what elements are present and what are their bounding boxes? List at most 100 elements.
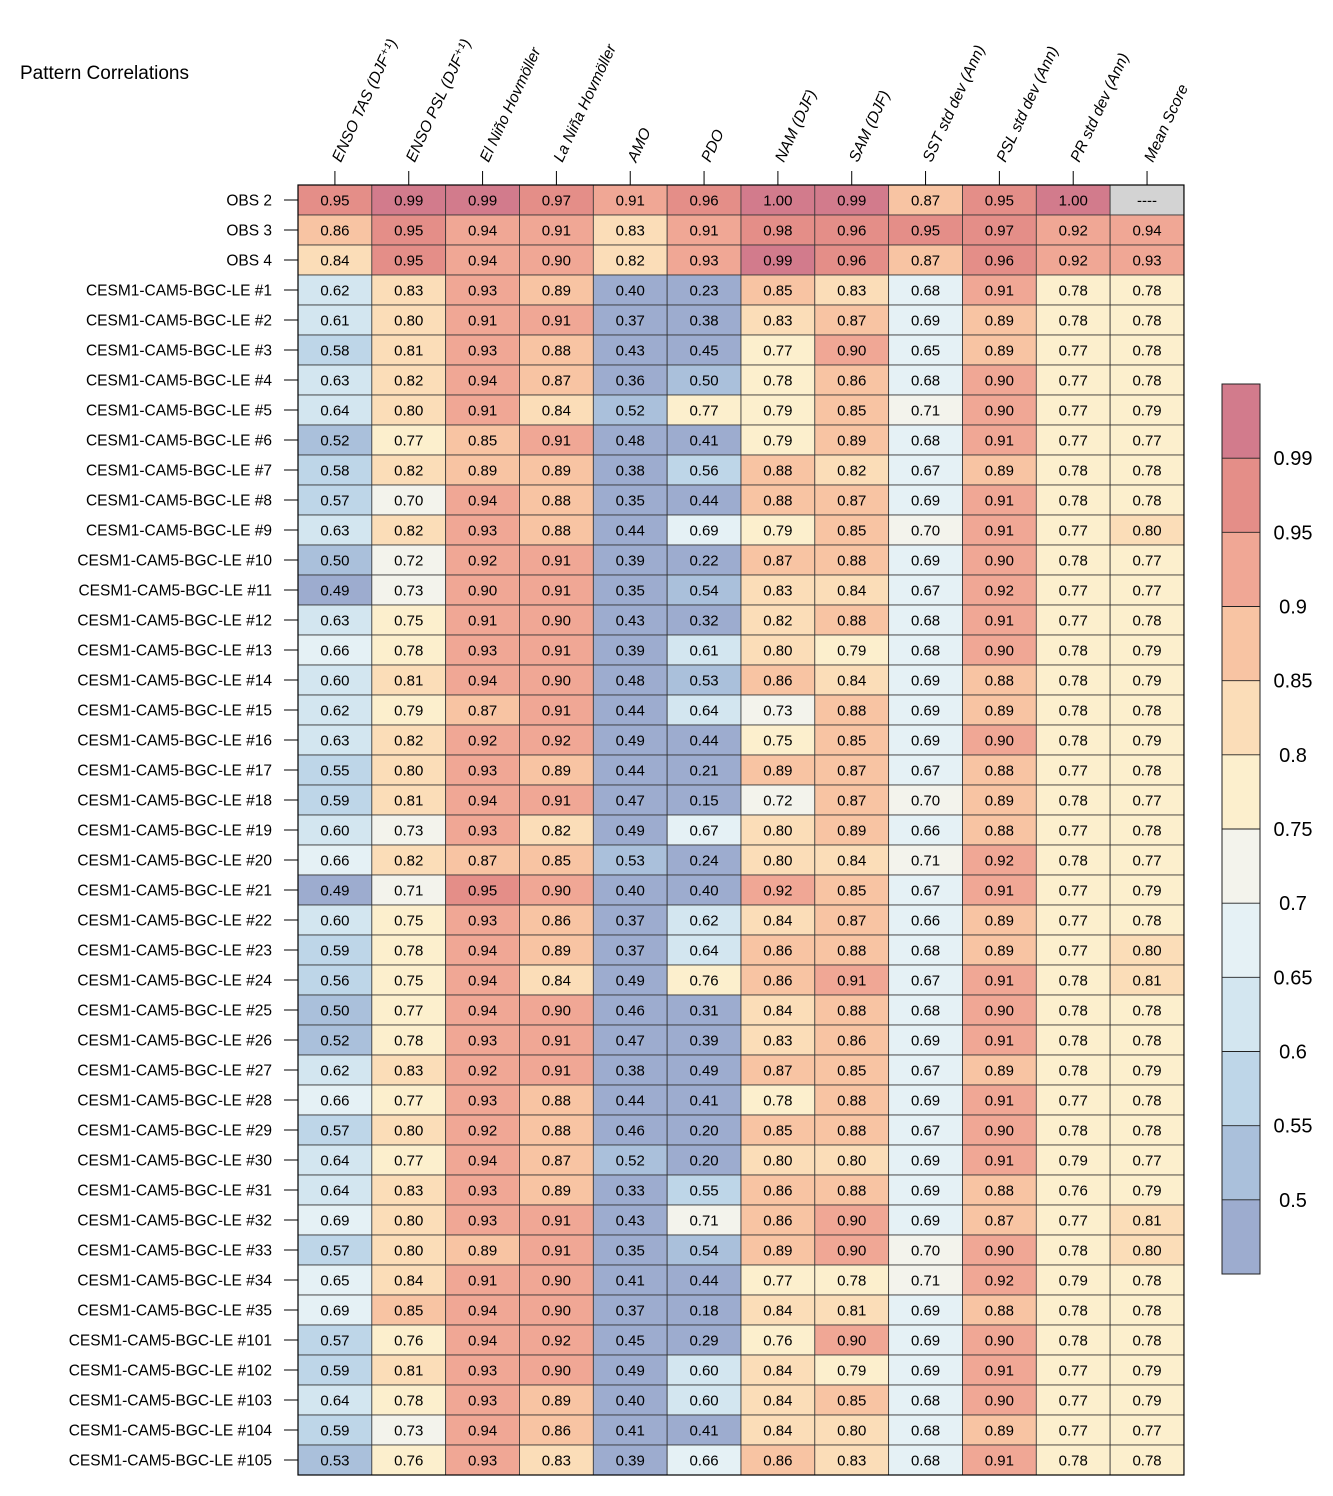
cell-value-label: 0.87 [542, 373, 571, 390]
cell-value-label: 0.79 [1132, 403, 1161, 420]
cell-value-label: 0.91 [542, 793, 571, 810]
cell-value-label: 0.89 [985, 913, 1014, 930]
row-label-cesm1-cam5-bgc-le-16: CESM1-CAM5-BGC-LE #16 [77, 733, 272, 750]
cell-value-label: 0.24 [689, 853, 718, 870]
cell-value-label: 0.78 [1059, 1243, 1088, 1260]
cell-value-label: 0.91 [837, 973, 866, 990]
heatmap-cell [814, 1414, 890, 1446]
heatmap-cell [814, 184, 890, 216]
cell-value-label: 0.99 [468, 193, 497, 210]
heatmap-cell [297, 754, 373, 786]
cell-value-label: 0.40 [616, 283, 645, 300]
heatmap-cell [445, 1384, 520, 1416]
cell-value-label: 0.85 [394, 1303, 423, 1320]
cell-value-label: 0.69 [911, 673, 940, 690]
heatmap-cell [888, 1354, 963, 1386]
cell-value-label: 0.78 [1132, 763, 1161, 780]
row-label-cesm1-cam5-bgc-le-25: CESM1-CAM5-BGC-LE #25 [77, 1003, 272, 1020]
cell-value-label: 0.68 [911, 643, 940, 660]
cell-value-label: 0.87 [763, 553, 792, 570]
heatmap-cell [740, 754, 816, 786]
cell-value-label: 0.93 [468, 343, 497, 360]
row-label-cesm1-cam5-bgc-le-19: CESM1-CAM5-BGC-LE #19 [77, 823, 272, 840]
heatmap-cell [519, 1264, 594, 1296]
heatmap-cell [297, 304, 373, 336]
heatmap-cell [740, 994, 816, 1026]
cell-value-label: 0.83 [394, 1063, 423, 1080]
heatmap-cell [740, 394, 816, 426]
heatmap-cell [962, 1384, 1037, 1416]
heatmap-cell [962, 724, 1037, 756]
heatmap-cell [962, 214, 1037, 246]
heatmap-cell [1109, 754, 1185, 786]
heatmap-cell [666, 784, 742, 816]
colorbar-swatch [1222, 754, 1260, 829]
cell-value-label: 0.38 [616, 1063, 645, 1080]
cell-value-label: 0.95 [911, 223, 940, 240]
cell-value-label: 0.87 [763, 1063, 792, 1080]
cell-value-label: 0.89 [542, 463, 571, 480]
cell-value-label: 0.89 [468, 1243, 497, 1260]
cell-value-label: 0.52 [320, 433, 349, 450]
cell-value-label: 0.43 [616, 613, 645, 630]
cell-value-label: 0.66 [320, 1093, 349, 1110]
heatmap-cell [666, 964, 742, 996]
cell-value-label: 0.94 [468, 1303, 497, 1320]
heatmap-cell [814, 754, 890, 786]
row-label-cesm1-cam5-bgc-le-20: CESM1-CAM5-BGC-LE #20 [77, 853, 272, 870]
cell-value-label: 0.90 [985, 1123, 1014, 1140]
cell-value-label: 0.68 [911, 1393, 940, 1410]
cell-value-label: 0.95 [468, 883, 497, 900]
heatmap-cell [814, 1324, 890, 1356]
cell-value-label: 0.79 [1132, 883, 1161, 900]
cell-value-label: 0.81 [1132, 973, 1161, 990]
row-label-cesm1-cam5-bgc-le-17: CESM1-CAM5-BGC-LE #17 [77, 763, 272, 780]
cell-value-label: 0.91 [542, 1063, 571, 1080]
row-label-cesm1-cam5-bgc-le-10: CESM1-CAM5-BGC-LE #10 [77, 553, 272, 570]
heatmap-cell [519, 544, 594, 576]
cell-value-label: 0.20 [689, 1123, 718, 1140]
cell-value-label: 0.90 [542, 883, 571, 900]
cell-value-label: 0.69 [911, 553, 940, 570]
row-label-cesm1-cam5-bgc-le-29: CESM1-CAM5-BGC-LE #29 [77, 1123, 272, 1140]
heatmap-cell [740, 454, 816, 486]
heatmap-cell [666, 814, 742, 846]
row-label-cesm1-cam5-bgc-le-14: CESM1-CAM5-BGC-LE #14 [77, 673, 272, 690]
cell-value-label: 0.88 [985, 823, 1014, 840]
cell-value-label: 0.43 [616, 343, 645, 360]
cell-value-label: 0.85 [837, 733, 866, 750]
heatmap-cell [297, 484, 373, 516]
heatmap-cell [519, 574, 594, 606]
cell-value-label: 0.86 [320, 223, 349, 240]
heatmap-cell [519, 1414, 594, 1446]
cell-value-label: 0.55 [689, 1183, 718, 1200]
cell-value-label: 0.95 [394, 223, 423, 240]
heatmap-cell [1035, 1354, 1111, 1386]
cell-value-label: 0.86 [763, 973, 792, 990]
cell-value-label: 0.62 [320, 1063, 349, 1080]
cell-value-label: 0.87 [837, 763, 866, 780]
row-label-cesm1-cam5-bgc-le-12: CESM1-CAM5-BGC-LE #12 [77, 613, 272, 630]
cell-value-label: 0.77 [1059, 1423, 1088, 1440]
heatmap-cell [592, 874, 668, 906]
heatmap-cell [297, 1174, 373, 1206]
row-label-cesm1-cam5-bgc-le-7: CESM1-CAM5-BGC-LE #7 [86, 463, 272, 480]
cell-value-label: 0.83 [763, 583, 792, 600]
heatmap-cell [814, 874, 890, 906]
heatmap-cell [888, 334, 963, 366]
heatmap-cell [888, 1114, 963, 1146]
cell-value-label: 0.87 [911, 193, 940, 210]
cell-value-label: 0.91 [985, 883, 1014, 900]
cell-value-label: 0.93 [1132, 253, 1161, 270]
heatmap-cell [1109, 1294, 1185, 1326]
colorbar-tick-label: 0.5 [1279, 1190, 1307, 1212]
cell-value-label: 0.77 [1059, 403, 1088, 420]
colorbar-swatch [1222, 1125, 1260, 1200]
heatmap-cell [1109, 274, 1185, 306]
heatmap-cell [1035, 604, 1111, 636]
cell-value-label: 0.94 [468, 253, 497, 270]
row-label-cesm1-cam5-bgc-le-6: CESM1-CAM5-BGC-LE #6 [86, 433, 272, 450]
heatmap-cell [1109, 1324, 1185, 1356]
column-label-enso-tas-djf: ENSO TAS (DJF⁺¹) [329, 36, 401, 164]
cell-value-label: 0.78 [1059, 553, 1088, 570]
